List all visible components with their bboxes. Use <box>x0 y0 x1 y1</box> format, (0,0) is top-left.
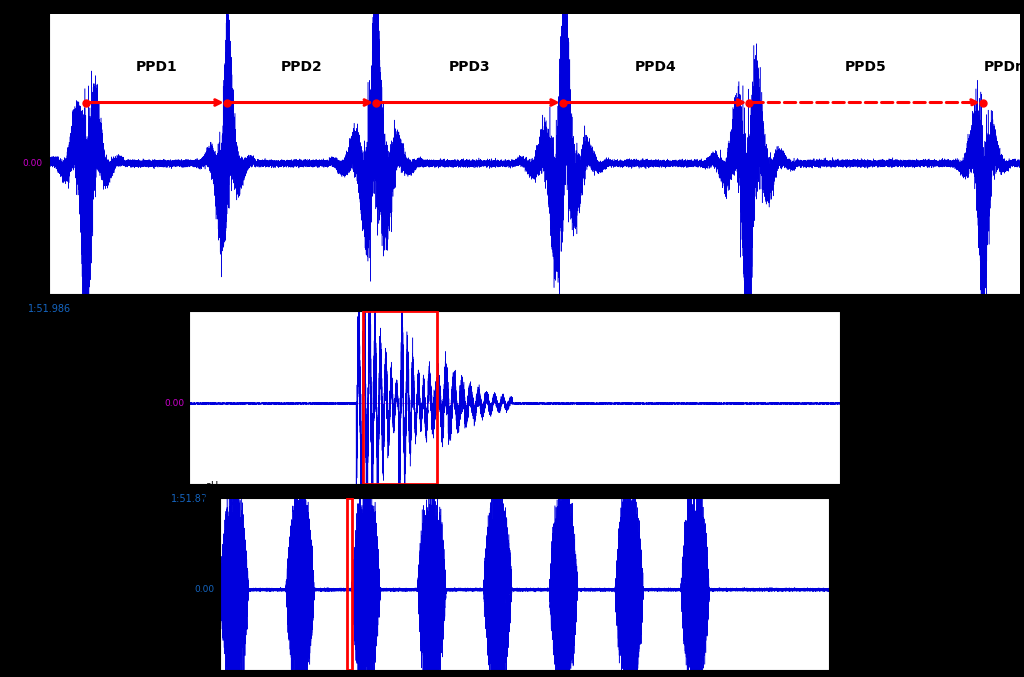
Text: PPD2: PPD2 <box>281 60 323 74</box>
Bar <box>346 498 352 670</box>
Text: m:s: m:s <box>176 501 195 511</box>
Text: kU: kU <box>48 0 61 8</box>
Bar <box>364 311 436 484</box>
Text: m:s: m:s <box>48 317 67 327</box>
Text: PPD3: PPD3 <box>449 60 490 74</box>
Text: PPDn: PPDn <box>984 60 1024 74</box>
Text: PPD4: PPD4 <box>635 60 677 74</box>
Text: aU: aU <box>205 481 218 491</box>
Text: aU: aU <box>176 294 189 305</box>
Text: 0.00: 0.00 <box>165 399 184 408</box>
Text: 0.00: 0.00 <box>23 159 43 168</box>
Text: PPD5: PPD5 <box>845 60 887 74</box>
Text: PPD1: PPD1 <box>135 60 177 74</box>
Text: 0.00: 0.00 <box>195 585 215 594</box>
